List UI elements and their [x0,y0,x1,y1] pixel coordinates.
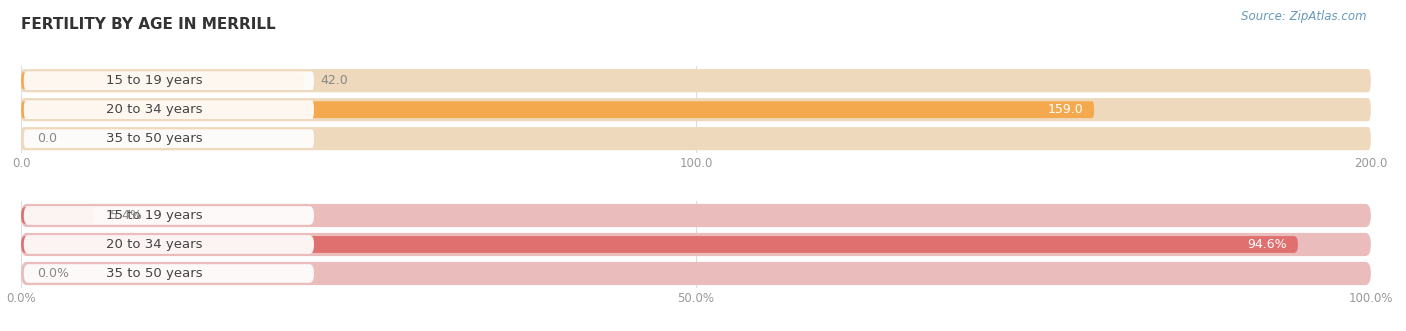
Text: FERTILITY BY AGE IN MERRILL: FERTILITY BY AGE IN MERRILL [21,17,276,31]
Text: 20 to 34 years: 20 to 34 years [105,238,202,251]
FancyBboxPatch shape [24,100,314,119]
Text: 5.4%: 5.4% [110,209,142,222]
Text: 0.0%: 0.0% [38,267,69,280]
FancyBboxPatch shape [24,235,314,254]
FancyBboxPatch shape [24,264,314,283]
FancyBboxPatch shape [21,98,1371,121]
Text: 0.0: 0.0 [38,132,58,145]
Text: 20 to 34 years: 20 to 34 years [105,103,202,116]
FancyBboxPatch shape [21,101,1094,118]
FancyBboxPatch shape [21,72,305,89]
FancyBboxPatch shape [21,207,94,224]
Text: 35 to 50 years: 35 to 50 years [105,267,202,280]
Text: 159.0: 159.0 [1047,103,1084,116]
FancyBboxPatch shape [24,129,314,148]
Text: 35 to 50 years: 35 to 50 years [105,132,202,145]
Text: 42.0: 42.0 [321,74,349,87]
Text: 94.6%: 94.6% [1247,238,1286,251]
FancyBboxPatch shape [24,206,314,225]
FancyBboxPatch shape [21,262,1371,285]
FancyBboxPatch shape [21,204,1371,227]
FancyBboxPatch shape [21,233,1371,256]
Text: 15 to 19 years: 15 to 19 years [105,74,202,87]
Text: Source: ZipAtlas.com: Source: ZipAtlas.com [1241,10,1367,23]
Text: 15 to 19 years: 15 to 19 years [105,209,202,222]
FancyBboxPatch shape [21,236,1298,253]
FancyBboxPatch shape [24,71,314,90]
FancyBboxPatch shape [21,127,1371,150]
FancyBboxPatch shape [21,69,1371,92]
